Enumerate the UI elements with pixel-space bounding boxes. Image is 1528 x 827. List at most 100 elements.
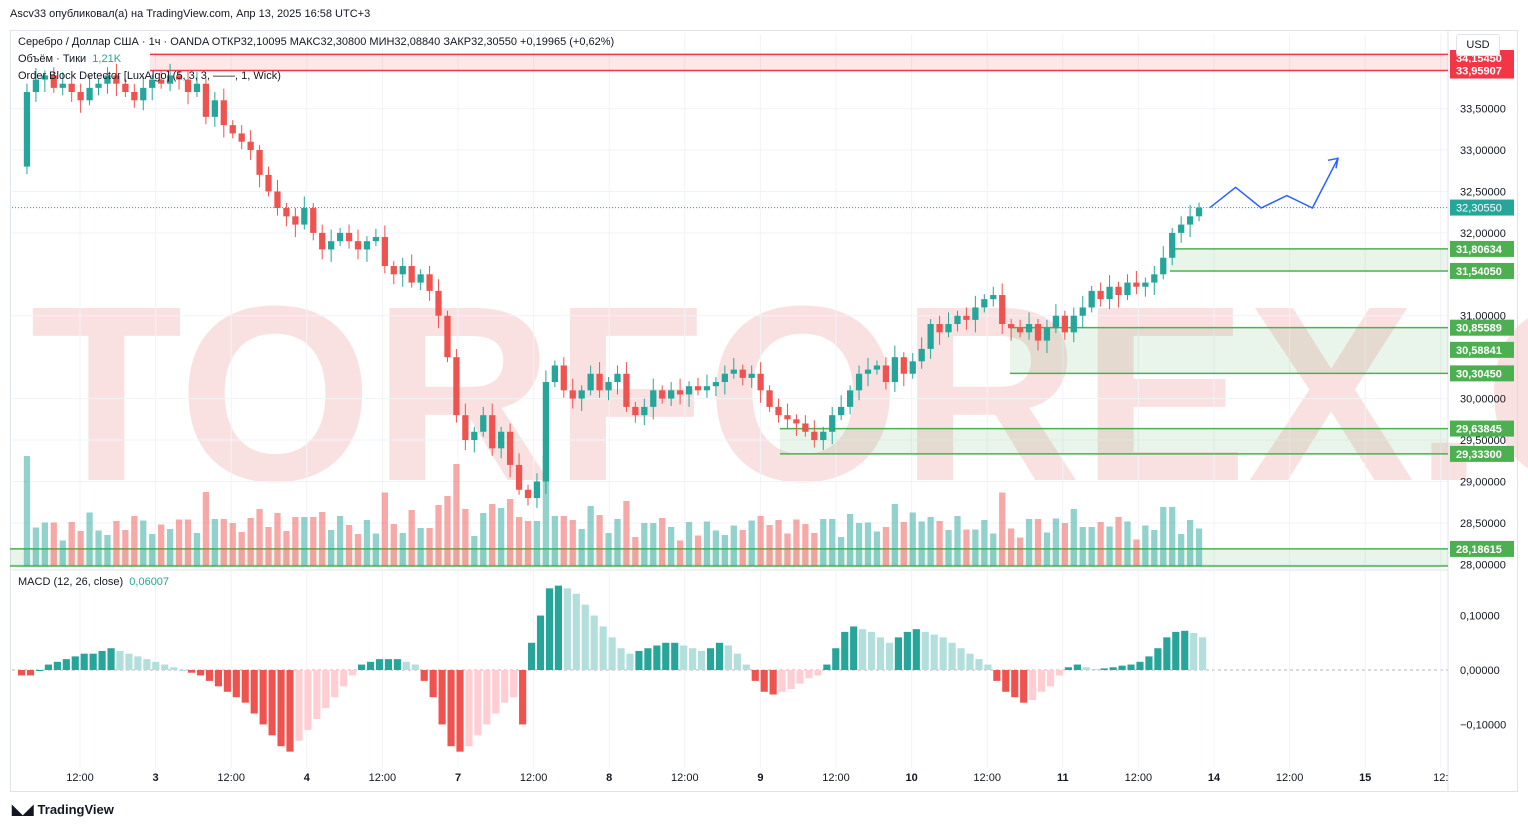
candle-body [131, 92, 138, 101]
macd-bar [358, 664, 366, 670]
candle-body [721, 373, 728, 383]
macd-bar [680, 645, 688, 670]
macd-bar [26, 670, 35, 676]
candle-body [587, 373, 594, 391]
candle-body [444, 315, 451, 358]
time-tick-label: 3 [153, 772, 159, 784]
price-tick-label: 30,00000 [1460, 394, 1506, 406]
candle-body [256, 150, 263, 175]
order-block-tag [1450, 445, 1514, 462]
macd-bar [71, 656, 79, 670]
macd-bar [465, 670, 473, 747]
volume-bar [345, 525, 353, 566]
volume-bar [1016, 537, 1024, 566]
volume-bar [435, 505, 442, 566]
macd-bar [742, 664, 750, 670]
candle-body [936, 324, 943, 333]
price-tick-label: 32,50000 [1460, 186, 1506, 198]
macd-bar [787, 670, 795, 690]
price-tick-label: 29,00000 [1460, 476, 1506, 488]
time-tick-label: 4 [304, 772, 311, 784]
macd-bar [1082, 667, 1090, 670]
tradingview-logo: ◣◢ TradingView [12, 801, 114, 818]
candle-body [363, 241, 371, 250]
volume-bar [900, 522, 907, 566]
volume-bar [32, 527, 40, 566]
macd-bar [993, 670, 1001, 681]
symbol-legend[interactable]: Серебро / Доллар США · 1ч · OANDA ОТКР32… [18, 36, 615, 48]
candle-body [202, 83, 210, 117]
indicator-legend[interactable]: Order Block Detector [LuxAlgo] (5, 3, 3,… [18, 70, 281, 82]
macd-bar [1181, 630, 1189, 670]
candle-body [506, 431, 514, 465]
volume-bar [471, 536, 478, 566]
macd-bar [295, 670, 303, 741]
volume-bar [166, 529, 174, 566]
order-block-zone [1010, 327, 1448, 374]
macd-bar [912, 629, 920, 670]
time-tick-label: 7 [455, 772, 461, 784]
volume-bar [1169, 507, 1176, 566]
time-tick-label: 12:00 [520, 772, 548, 784]
volume-legend[interactable]: Объём · Тики 1,21K [18, 53, 121, 65]
time-tick-label: 12:00 [1276, 772, 1304, 784]
price-tick-label: 33,00000 [1460, 145, 1506, 157]
volume-bar [542, 456, 550, 566]
macd-bar [572, 593, 580, 670]
macd-bar [698, 650, 706, 670]
volume-bar [685, 522, 693, 566]
volume-bar [873, 531, 881, 566]
macd-bar [44, 664, 52, 670]
volume-bar [149, 534, 156, 566]
time-tick-label: 12:00 [671, 772, 699, 784]
volume-bar [336, 516, 344, 566]
candle-body [963, 315, 970, 320]
candle-body [972, 307, 979, 320]
volume-bar [1097, 522, 1104, 566]
macd-bar [814, 670, 822, 676]
candle-body [453, 357, 460, 416]
candle-body [86, 87, 93, 101]
candle-body [855, 373, 863, 391]
macd-bar [1091, 668, 1099, 670]
candle-body [668, 390, 675, 399]
macd-bar [420, 670, 428, 681]
macd-bar [366, 661, 375, 670]
macd-bar [948, 642, 956, 670]
macd-bar [626, 653, 634, 670]
candle-body [1124, 282, 1131, 296]
currency-button[interactable]: USD [1456, 34, 1500, 56]
candle-body [1142, 282, 1149, 287]
volume-bar [489, 504, 496, 566]
candle-body [149, 79, 156, 88]
macd-bar [107, 648, 115, 670]
candle-body [59, 83, 66, 88]
order-block-tag [1450, 240, 1514, 257]
macd-bar [241, 670, 249, 703]
time-tick-label: 12:00 [369, 772, 397, 784]
candle-body [811, 431, 818, 441]
candle-body [918, 348, 925, 362]
candle-body [1008, 324, 1015, 329]
macd-bar [957, 648, 965, 670]
macd-bar [724, 645, 732, 670]
price-tick-label: 32,00000 [1460, 228, 1506, 240]
macd-legend[interactable]: MACD (12, 26, close) 0,06007 [18, 576, 169, 588]
macd-bar [474, 670, 482, 736]
candle-body [184, 79, 192, 93]
macd-bar [894, 637, 902, 670]
macd-bar [510, 670, 518, 698]
candle-body [1097, 290, 1104, 300]
macd-bar [751, 670, 759, 681]
candle-body [730, 369, 737, 374]
candle-body [757, 373, 764, 391]
macd-bar [796, 670, 804, 684]
volume-bar [202, 492, 210, 566]
volume-bar [1124, 521, 1131, 566]
macd-bar [1190, 632, 1198, 670]
candle-body [614, 373, 621, 383]
volume-bar [453, 464, 460, 566]
macd-bar [483, 670, 491, 725]
macd-tick-label: −0,10000 [1460, 719, 1506, 731]
